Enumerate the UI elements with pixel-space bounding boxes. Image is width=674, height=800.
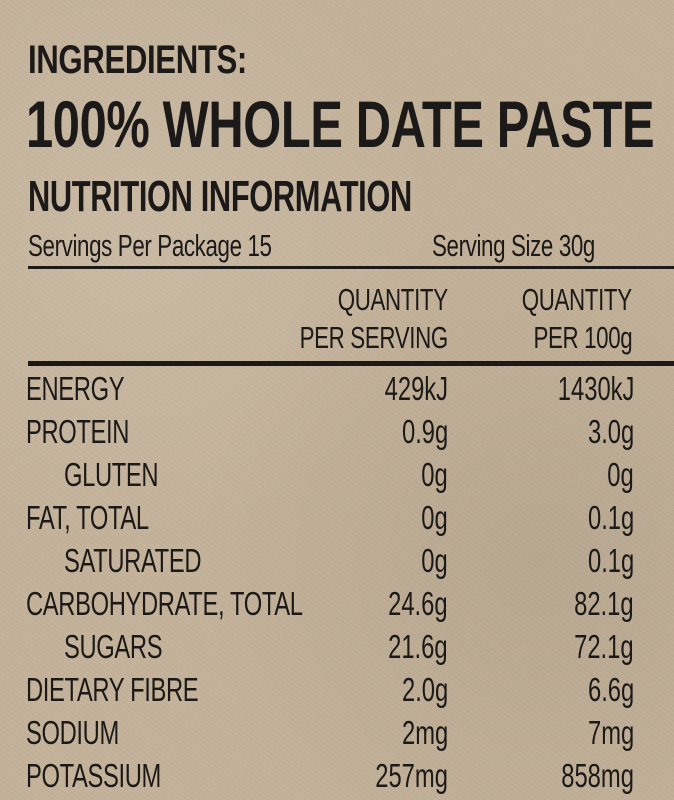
per-serving-value: 24.6g (388, 585, 448, 622)
per-serving-value: 0.9g (401, 413, 448, 450)
table-row: DIETARY FIBRE 2.0g 6.6g (0, 671, 674, 714)
nutrition-heading: NUTRITION INFORMATION (28, 172, 412, 221)
nutrient-name: SODIUM (26, 714, 119, 751)
nutrient-name: CARBOHYDRATE, TOTAL (26, 585, 303, 622)
nutrient-name: GLUTEN (64, 456, 159, 493)
table-row: ENERGY 429kJ 1430kJ (0, 370, 674, 413)
nutrient-name: SUGARS (64, 628, 163, 665)
per-serving-value: 0g (421, 542, 448, 579)
table-row: SATURATED 0g 0.1g (0, 542, 674, 585)
per-100g-value: 858mg (561, 757, 634, 794)
per-100g-value: 82.1g (574, 585, 634, 622)
per-100g-value: 0g (607, 456, 634, 493)
table-row: SODIUM 2mg 7mg (0, 714, 674, 757)
per-serving-value: 21.6g (388, 628, 448, 665)
nutrient-name: DIETARY FIBRE (26, 671, 199, 708)
per-serving-value: 0g (421, 456, 448, 493)
column-header-per-100g-line1: QUANTITY (522, 282, 632, 317)
per-100g-value: 1430kJ (557, 370, 634, 407)
per-100g-value: 3.0g (587, 413, 634, 450)
nutrient-name: FAT, TOTAL (26, 499, 149, 536)
table-row: PROTEIN 0.9g 3.0g (0, 413, 674, 456)
nutrient-name: SATURATED (64, 542, 202, 579)
per-100g-value: 72.1g (574, 628, 634, 665)
nutrient-name: POTASSIUM (26, 757, 161, 794)
per-serving-value: 429kJ (384, 370, 448, 407)
per-100g-value: 0.1g (587, 542, 634, 579)
header-rule (28, 266, 674, 269)
per-serving-value: 257mg (375, 757, 448, 794)
table-rule (28, 361, 674, 366)
serving-size: Serving Size 30g (432, 228, 595, 263)
per-serving-value: 2mg (401, 714, 448, 751)
product-ingredients: 100% WHOLE DATE PASTE (26, 87, 655, 161)
per-100g-value: 6.6g (587, 671, 634, 708)
column-header-per-serving-line1: QUANTITY (338, 282, 448, 317)
table-row: FAT, TOTAL 0g 0.1g (0, 499, 674, 542)
table-row: GLUTEN 0g 0g (0, 456, 674, 499)
table-row: CARBOHYDRATE, TOTAL 24.6g 82.1g (0, 585, 674, 628)
nutrient-name: PROTEIN (26, 413, 130, 450)
per-100g-value: 7mg (587, 714, 634, 751)
table-row: SUGARS 21.6g 72.1g (0, 628, 674, 671)
per-serving-value: 2.0g (401, 671, 448, 708)
column-header-per-100g-line2: PER 100g (533, 320, 632, 355)
per-100g-value: 0.1g (587, 499, 634, 536)
servings-per-package: Servings Per Package 15 (28, 228, 272, 263)
nutrient-name: ENERGY (26, 370, 125, 407)
per-serving-value: 0g (421, 499, 448, 536)
column-header-per-serving-line2: PER SERVING (299, 320, 449, 355)
table-row: POTASSIUM 257mg 858mg (0, 757, 674, 800)
ingredients-heading: INGREDIENTS: (28, 38, 247, 82)
